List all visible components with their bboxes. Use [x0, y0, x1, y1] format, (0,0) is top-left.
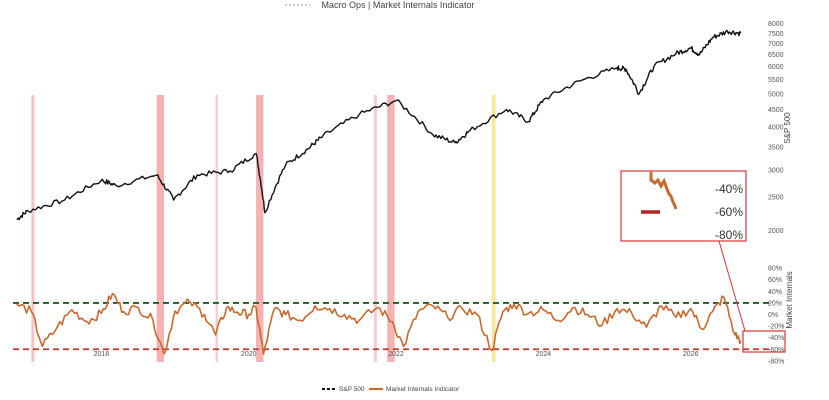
x-axis: 2018 2020 2022 2024 2026 — [94, 351, 699, 358]
legend: S&P 500 Market Internals Indicator — [322, 386, 460, 393]
series-lines — [16, 29, 742, 355]
y-tick-label-internals: -80% — [768, 358, 784, 365]
y-axis-title-sp500: S&P 500 — [783, 112, 792, 144]
y-tick-label-sp500: 3000 — [768, 167, 784, 174]
highlight-band — [491, 95, 496, 362]
inset-connector — [718, 240, 746, 332]
inset-tick-label: -80% — [715, 228, 743, 242]
y-tick-label-internals: 60% — [768, 277, 782, 284]
x-tick-label: 2024 — [536, 351, 552, 358]
y-tick-label-sp500: 6500 — [768, 52, 784, 59]
y-tick-label-sp500: 5500 — [768, 77, 784, 84]
highlight-band — [215, 95, 218, 362]
series-line-internals — [16, 292, 742, 355]
x-tick-label: 2020 — [241, 351, 257, 358]
highlight-band — [31, 95, 35, 362]
y-tick-label-sp500: 7000 — [768, 41, 784, 48]
y-tick-label-sp500: 6000 — [768, 64, 784, 71]
y-tick-label-sp500: 3500 — [768, 144, 784, 151]
y-tick-label-internals: 20% — [768, 300, 782, 307]
chart-title: Macro Ops | Market Internals Indicator — [322, 0, 475, 10]
y-tick-label-sp500: 8000 — [768, 21, 784, 28]
y-tick-label-sp500: 2500 — [768, 195, 784, 202]
y-tick-label-sp500: 2000 — [768, 228, 784, 235]
y-tick-label-internals: -60% — [768, 347, 784, 354]
y-tick-label-sp500: 4000 — [768, 125, 784, 132]
legend-label-sp500: S&P 500 — [339, 386, 365, 393]
highlight-band — [387, 95, 395, 362]
highlight-band — [156, 95, 165, 362]
inset-line — [649, 172, 678, 210]
highlight-band — [256, 95, 264, 362]
legend-label-internals: Market Internals Indicator — [386, 386, 460, 393]
x-tick-label: 2022 — [388, 351, 404, 358]
y-axis-internals: 80% 60% 40% 20% 0% -20% -40% -60% -80% — [768, 266, 784, 366]
highlight-bands — [31, 95, 496, 362]
y-tick-label-sp500: 4500 — [768, 107, 784, 114]
highlight-band — [373, 95, 377, 362]
y-tick-label-internals: 80% — [768, 266, 782, 273]
inset-tick-label: -60% — [715, 205, 743, 219]
x-tick-label: 2018 — [94, 351, 110, 358]
y-tick-label-sp500: 5000 — [768, 91, 784, 98]
y-tick-label-internals: 40% — [768, 289, 782, 296]
x-tick-label: 2026 — [683, 351, 699, 358]
y-tick-label-internals: 0% — [768, 312, 778, 319]
inset-source-box — [742, 330, 786, 353]
y-tick-label-internals: -20% — [768, 324, 784, 331]
y-axis-sp500: 8000 7500 7000 6500 6000 5500 5000 4500 4000 3500… — [768, 21, 784, 235]
y-axis-title-internals: Market Internals — [785, 271, 794, 328]
y-tick-label-internals: -40% — [768, 335, 784, 342]
series-line-sp500 — [16, 29, 742, 221]
inset-tick-label: -40% — [715, 182, 743, 196]
inset-zoom: -40% -60% -80% — [620, 170, 786, 353]
threshold-lines — [13, 302, 769, 351]
inset-frame — [620, 170, 747, 242]
y-tick-label-sp500: 7500 — [768, 31, 784, 38]
